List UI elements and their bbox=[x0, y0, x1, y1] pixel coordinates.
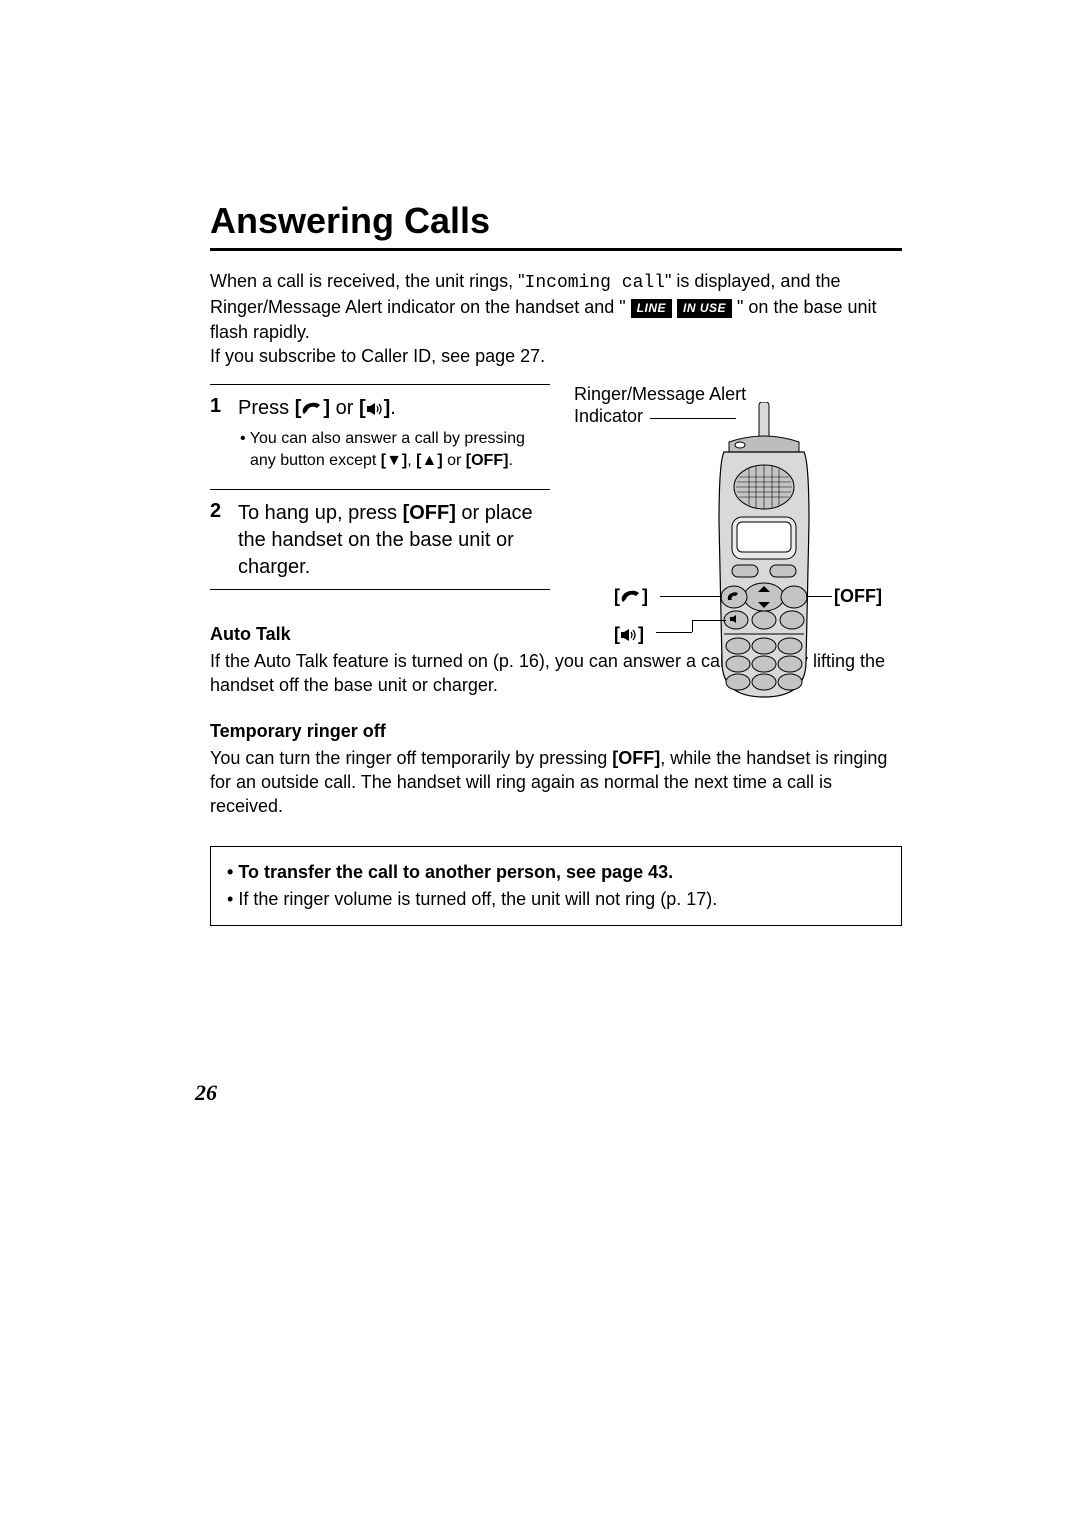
sub-c2: or bbox=[443, 452, 466, 469]
step-separator bbox=[210, 384, 550, 385]
ringer-off-section: Temporary ringer off You can turn the ri… bbox=[210, 719, 902, 818]
handset-illustration bbox=[674, 402, 854, 702]
ringer-pre: You can turn the ringer off temporarily … bbox=[210, 748, 612, 768]
intro-part1: When a call is received, the unit rings,… bbox=[210, 271, 525, 291]
step2-pre: To hang up, press bbox=[238, 502, 403, 524]
intro-incoming: Incoming call bbox=[525, 273, 665, 293]
title-rule bbox=[210, 248, 902, 251]
step1-end: . bbox=[390, 397, 396, 419]
inuse-badge: IN USE bbox=[677, 299, 732, 317]
talk-icon bbox=[620, 589, 642, 605]
step1-b1: [ bbox=[295, 397, 302, 419]
callout-line bbox=[692, 620, 726, 621]
notes-box: To transfer the call to another person, … bbox=[210, 846, 902, 926]
ringer-off-body: You can turn the ringer off temporarily … bbox=[210, 746, 902, 819]
alert-label-b: Indicator bbox=[574, 406, 643, 426]
speaker-icon bbox=[620, 628, 638, 642]
sub-k2: [▲] bbox=[416, 452, 443, 469]
speaker-callout-label: [] bbox=[614, 624, 644, 646]
ringer-key: [OFF] bbox=[612, 748, 660, 768]
sp-close: ] bbox=[638, 624, 644, 644]
step1-sub: You can also answer a call by pressing a… bbox=[238, 428, 550, 471]
sub-c1: , bbox=[407, 452, 416, 469]
callout-line bbox=[656, 632, 692, 633]
sub-k3: [OFF] bbox=[466, 452, 509, 469]
note-2: If the ringer volume is turned off, the … bbox=[227, 886, 885, 913]
intro-line2: If you subscribe to Caller ID, see page … bbox=[210, 344, 902, 368]
callout-line bbox=[660, 596, 722, 597]
talk-close: ] bbox=[642, 586, 648, 606]
step1-or: or bbox=[330, 397, 359, 419]
page-title: Answering Calls bbox=[210, 200, 902, 242]
ringer-off-heading: Temporary ringer off bbox=[210, 719, 902, 743]
sub-end: . bbox=[508, 452, 512, 469]
note-1: To transfer the call to another person, … bbox=[227, 859, 885, 886]
callout-line bbox=[806, 596, 832, 597]
step-number: 2 bbox=[210, 500, 228, 581]
steps-column: 1 Press [] or []. You can also answer a … bbox=[210, 384, 550, 600]
speaker-icon bbox=[366, 402, 384, 416]
diagram-column: Ringer/Message Alert Indicator bbox=[574, 384, 902, 600]
step-2: 2 To hang up, press [OFF] or place the h… bbox=[210, 500, 550, 581]
talk-icon bbox=[301, 401, 323, 417]
sub-k1: [▼] bbox=[381, 452, 408, 469]
line-badge: LINE bbox=[631, 299, 672, 317]
step-1: 1 Press [] or []. You can also answer a … bbox=[210, 395, 550, 481]
alert-label-a: Ringer/Message Alert bbox=[574, 384, 746, 404]
step-separator bbox=[210, 489, 550, 490]
step1-pre: Press bbox=[238, 397, 295, 419]
page-number: 26 bbox=[195, 1080, 217, 1106]
step2-k1: [OFF] bbox=[403, 502, 456, 524]
intro-paragraph: When a call is received, the unit rings,… bbox=[210, 269, 902, 368]
step1-b3: [ bbox=[359, 397, 366, 419]
step-separator bbox=[210, 589, 550, 590]
step-number: 1 bbox=[210, 395, 228, 481]
callout-line bbox=[692, 620, 693, 632]
off-callout-label: [OFF] bbox=[834, 586, 882, 608]
talk-callout-label: [] bbox=[614, 586, 648, 608]
